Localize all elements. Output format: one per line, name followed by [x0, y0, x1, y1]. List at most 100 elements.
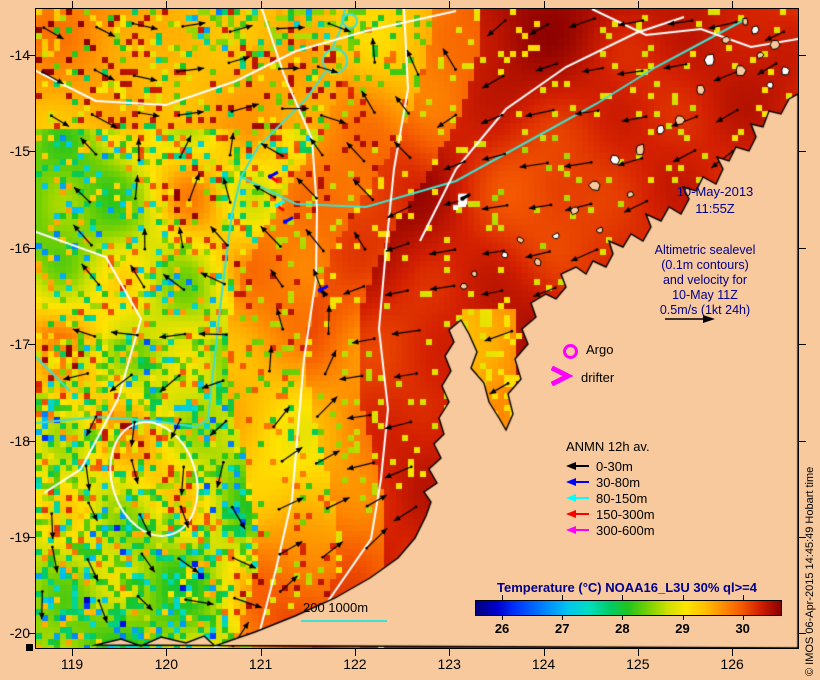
anmn-legend-item: 30-80m: [566, 474, 655, 490]
x-axis-tick: [166, 649, 168, 656]
colorbar: [475, 600, 782, 616]
argo-label: Argo: [586, 342, 614, 357]
colorbar-tick: [682, 615, 684, 620]
argo-float-icon: [563, 344, 578, 359]
valid-hour: 11:55Z: [695, 201, 735, 216]
altimetric-note: Altimetric sealevel (0.1m contours) and …: [630, 243, 780, 318]
y-axis-tick: [28, 537, 35, 538]
x-axis-top-tick: [354, 1, 356, 8]
anmn-legend-label: 80-150m: [596, 490, 648, 506]
colorbar-tick: [622, 595, 624, 600]
x-axis-top-tick: [72, 1, 73, 8]
anmn-legend: ANMN 12h av. 0-30m 30-80m 80-150m 150-300m 3…: [566, 439, 655, 538]
x-axis-top-tick: [543, 1, 545, 8]
corner-pixel-artifact: [26, 644, 33, 651]
anmn-legend-item: 150-300m: [566, 506, 655, 522]
y-axis-right-tick: [799, 633, 806, 635]
colorbar-tick: [502, 615, 504, 620]
drifter-icon: [551, 366, 573, 386]
anmn-legend-item: 300-600m: [566, 522, 655, 538]
y-axis-tick: [28, 247, 35, 249]
altimetric-note-line: and velocity for: [662, 273, 748, 287]
colorbar-tick: [562, 615, 564, 620]
y-axis-tick-label: -20: [9, 625, 30, 642]
x-axis-top-tick: [260, 1, 262, 8]
x-axis-tick: [260, 649, 262, 656]
y-axis-right-tick: [799, 151, 806, 153]
y-axis-tick: [28, 344, 35, 346]
depth-arrow-icon: [566, 462, 589, 470]
y-axis-tick-label: -14: [9, 47, 30, 63]
x-axis-top-tick: [449, 1, 451, 8]
colorbar-tick: [682, 595, 684, 600]
altimetric-note-line: 0.5m/s (1kt 24h): [659, 303, 751, 317]
colorbar-tick-label: 27: [554, 621, 570, 636]
y-axis-tick: [28, 151, 35, 153]
colorbar-tick-label: 26: [494, 621, 510, 636]
x-axis-tick-label: 124: [531, 656, 556, 672]
altimetric-note-line: (0.1m contours): [661, 258, 749, 272]
y-axis-tick: [28, 55, 35, 56]
x-axis-top-tick: [637, 1, 639, 8]
y-axis-tick-label: -16: [9, 239, 30, 256]
colorbar-tick: [742, 595, 744, 600]
anmn-legend-item: 0-30m: [566, 458, 655, 474]
anmn-legend-item: 80-150m: [566, 490, 655, 506]
altimetric-note-line: 10-May 11Z: [672, 288, 738, 302]
depth-arrow-icon: [566, 494, 589, 502]
y-axis-tick-label: -18: [9, 432, 30, 449]
x-axis-tick-label: 125: [626, 656, 650, 672]
x-axis-tick-label: 121: [248, 656, 273, 672]
x-axis-tick-label: 122: [343, 656, 367, 672]
x-axis-tick-label: 123: [437, 656, 461, 672]
x-axis-tick: [449, 649, 451, 656]
x-axis-tick: [354, 649, 356, 656]
x-axis-tick: [543, 649, 545, 656]
y-axis-right-tick: [799, 440, 806, 442]
depth-arrow-icon: [566, 526, 589, 534]
altimetric-note-line: Altimetric sealevel: [654, 243, 756, 257]
depth-arrow-icon: [566, 510, 589, 518]
y-axis-right-tick: [799, 55, 806, 56]
isobath-legend-label: 200 1000m: [303, 600, 369, 615]
y-axis-tick-label: -19: [9, 529, 30, 545]
colorbar-tick-label: 30: [735, 621, 750, 636]
anmn-legend-rows: 0-30m 30-80m 80-150m 150-300m 300-600m: [566, 458, 655, 538]
colorbar-tick-label: 28: [615, 621, 630, 636]
colorbar-tick: [622, 615, 624, 620]
x-axis-tick-label: 119: [60, 656, 84, 672]
isobath-legend-line: [301, 620, 387, 622]
x-axis-top-tick: [732, 1, 734, 8]
depth-arrow-icon: [566, 478, 589, 486]
x-axis-tick-label: 126: [720, 656, 744, 672]
colorbar-tick: [502, 595, 504, 600]
colorbar-tick: [742, 615, 744, 620]
x-axis-top-tick: [166, 1, 168, 8]
x-axis-tick: [732, 649, 734, 656]
colorbar-title: Temperature (°C) NOAA16_L3U 30% ql>=4: [497, 580, 757, 595]
anmn-legend-label: 30-80m: [596, 474, 641, 490]
y-axis-tick-label: -17: [9, 336, 30, 353]
colorbar-tick-label: 29: [675, 621, 690, 636]
colorbar-tick: [562, 595, 564, 600]
y-axis-tick-label: -15: [9, 143, 30, 160]
valid-time-label: 10-May-2013 11:55Z: [645, 183, 785, 217]
x-axis-tick: [637, 649, 639, 656]
y-axis-right-tick: [799, 344, 806, 346]
x-axis-tick: [72, 649, 73, 656]
sst-map-canvas: [35, 8, 799, 649]
anmn-legend-label: 150-300m: [596, 506, 655, 522]
x-axis-tick-label: 120: [154, 656, 178, 672]
drifter-label: drifter: [581, 370, 615, 385]
valid-date: 10-May-2013: [676, 184, 754, 199]
y-axis-right-tick: [799, 247, 806, 249]
anmn-legend-label: 0-30m: [596, 458, 633, 474]
y-axis-tick: [28, 633, 35, 635]
y-axis-right-tick: [799, 537, 806, 538]
anmn-legend-label: 300-600m: [596, 522, 655, 538]
copyright-vertical-text: © IMOS 06-Apr-2015 14:45:49 Hobart time: [804, 466, 816, 676]
y-axis-tick: [28, 440, 35, 442]
anmn-legend-title: ANMN 12h av.: [566, 439, 650, 454]
velocity-scale-arrow-icon: [665, 315, 715, 323]
